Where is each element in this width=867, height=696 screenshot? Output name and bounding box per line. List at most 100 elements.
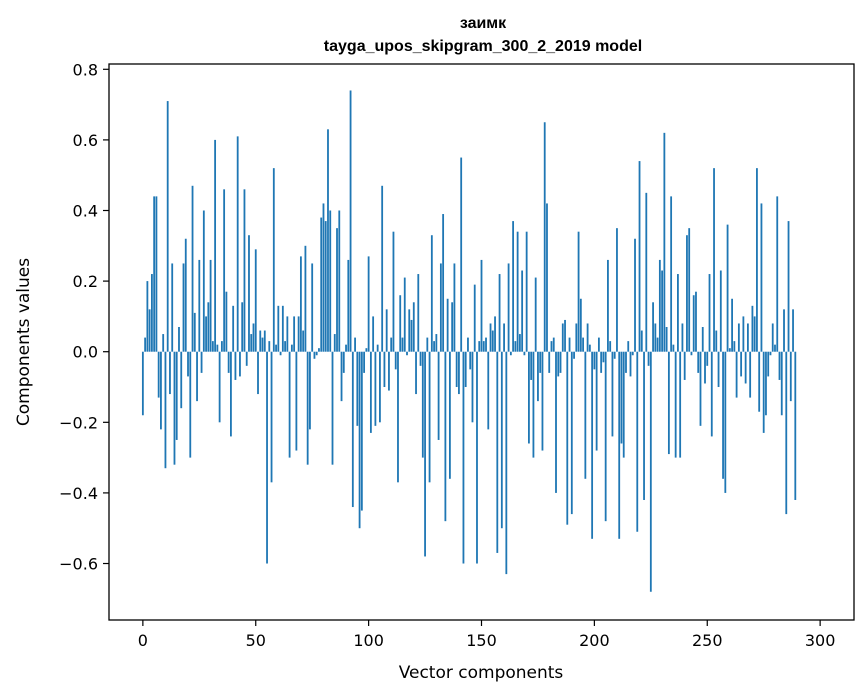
bar	[302, 330, 305, 352]
bar	[561, 323, 564, 352]
bar	[426, 337, 429, 352]
y-tick-label: −0.4	[59, 484, 98, 503]
bar	[715, 330, 718, 352]
bar	[245, 351, 248, 366]
bar	[248, 235, 250, 352]
bar	[726, 224, 729, 352]
bar	[444, 351, 447, 522]
bar	[397, 351, 399, 483]
bar	[783, 309, 785, 352]
bar	[175, 351, 178, 440]
bar	[573, 351, 575, 359]
bar	[146, 281, 149, 352]
bar	[392, 231, 395, 352]
bar	[647, 351, 650, 366]
bar	[566, 351, 569, 525]
bar	[469, 351, 472, 370]
bar	[552, 337, 555, 352]
bar	[162, 334, 165, 352]
bar	[643, 351, 645, 500]
bar	[209, 259, 212, 352]
bar	[767, 351, 770, 377]
y-axis-label: Components values	[14, 258, 34, 426]
bar	[455, 351, 458, 388]
bar	[376, 344, 379, 352]
bar	[686, 235, 688, 352]
bar	[649, 351, 652, 592]
bar	[428, 351, 431, 483]
bar	[582, 337, 584, 352]
bar	[604, 351, 607, 522]
bar	[602, 351, 605, 363]
bar	[512, 221, 515, 352]
bar	[448, 351, 451, 479]
bar	[388, 351, 390, 391]
bar	[250, 334, 253, 352]
bar	[509, 351, 512, 356]
bar	[611, 351, 614, 437]
bar	[379, 351, 381, 423]
bar	[753, 316, 756, 352]
bar	[516, 231, 519, 352]
bar	[697, 351, 700, 373]
bar	[780, 351, 783, 416]
bar	[638, 161, 641, 352]
bar	[155, 196, 158, 352]
bar	[618, 351, 621, 539]
bar	[500, 351, 503, 529]
bar	[439, 263, 442, 352]
bar	[577, 231, 580, 352]
bar	[406, 351, 408, 356]
bar	[701, 327, 704, 352]
bar	[327, 129, 329, 352]
chart-title: заимк	[460, 15, 507, 32]
bar	[541, 351, 544, 451]
bar	[728, 348, 731, 352]
y-tick-label: 0.6	[73, 131, 98, 150]
bar	[525, 231, 528, 352]
bar	[315, 351, 318, 356]
bar	[667, 351, 670, 455]
bar	[537, 351, 539, 402]
bar	[243, 189, 246, 352]
x-axis-label: Vector components	[399, 663, 564, 683]
bar	[593, 351, 596, 370]
bar	[776, 196, 779, 352]
bar	[559, 351, 562, 373]
bar	[787, 221, 790, 352]
bar	[239, 351, 241, 377]
x-tick-label: 200	[579, 631, 610, 650]
bar	[695, 291, 697, 352]
bar	[528, 351, 530, 444]
bar	[462, 351, 465, 564]
plot-frame	[108, 63, 855, 621]
y-tick-label: −0.2	[59, 413, 98, 432]
bar	[586, 323, 589, 352]
bar	[141, 351, 144, 416]
bar	[464, 351, 467, 388]
bar	[699, 351, 702, 426]
bar	[674, 351, 677, 458]
bar	[794, 351, 797, 500]
bar	[446, 298, 449, 352]
chart-subtitle: tayga_upos_skipgram_300_2_2019 model	[324, 38, 642, 55]
bar	[634, 238, 636, 352]
bar	[627, 341, 630, 352]
bar	[681, 323, 684, 352]
bar	[677, 274, 679, 352]
bar	[451, 302, 454, 352]
bar	[153, 196, 156, 352]
bar	[530, 351, 533, 380]
bar	[546, 203, 548, 352]
bar	[491, 330, 494, 352]
bar	[424, 351, 426, 557]
bar	[358, 351, 361, 529]
bar	[518, 334, 521, 352]
bar	[521, 270, 524, 352]
bar	[173, 351, 176, 465]
bar	[442, 214, 445, 352]
bar	[485, 337, 487, 352]
bar	[383, 351, 386, 388]
bar	[458, 351, 460, 395]
bar	[557, 351, 560, 377]
